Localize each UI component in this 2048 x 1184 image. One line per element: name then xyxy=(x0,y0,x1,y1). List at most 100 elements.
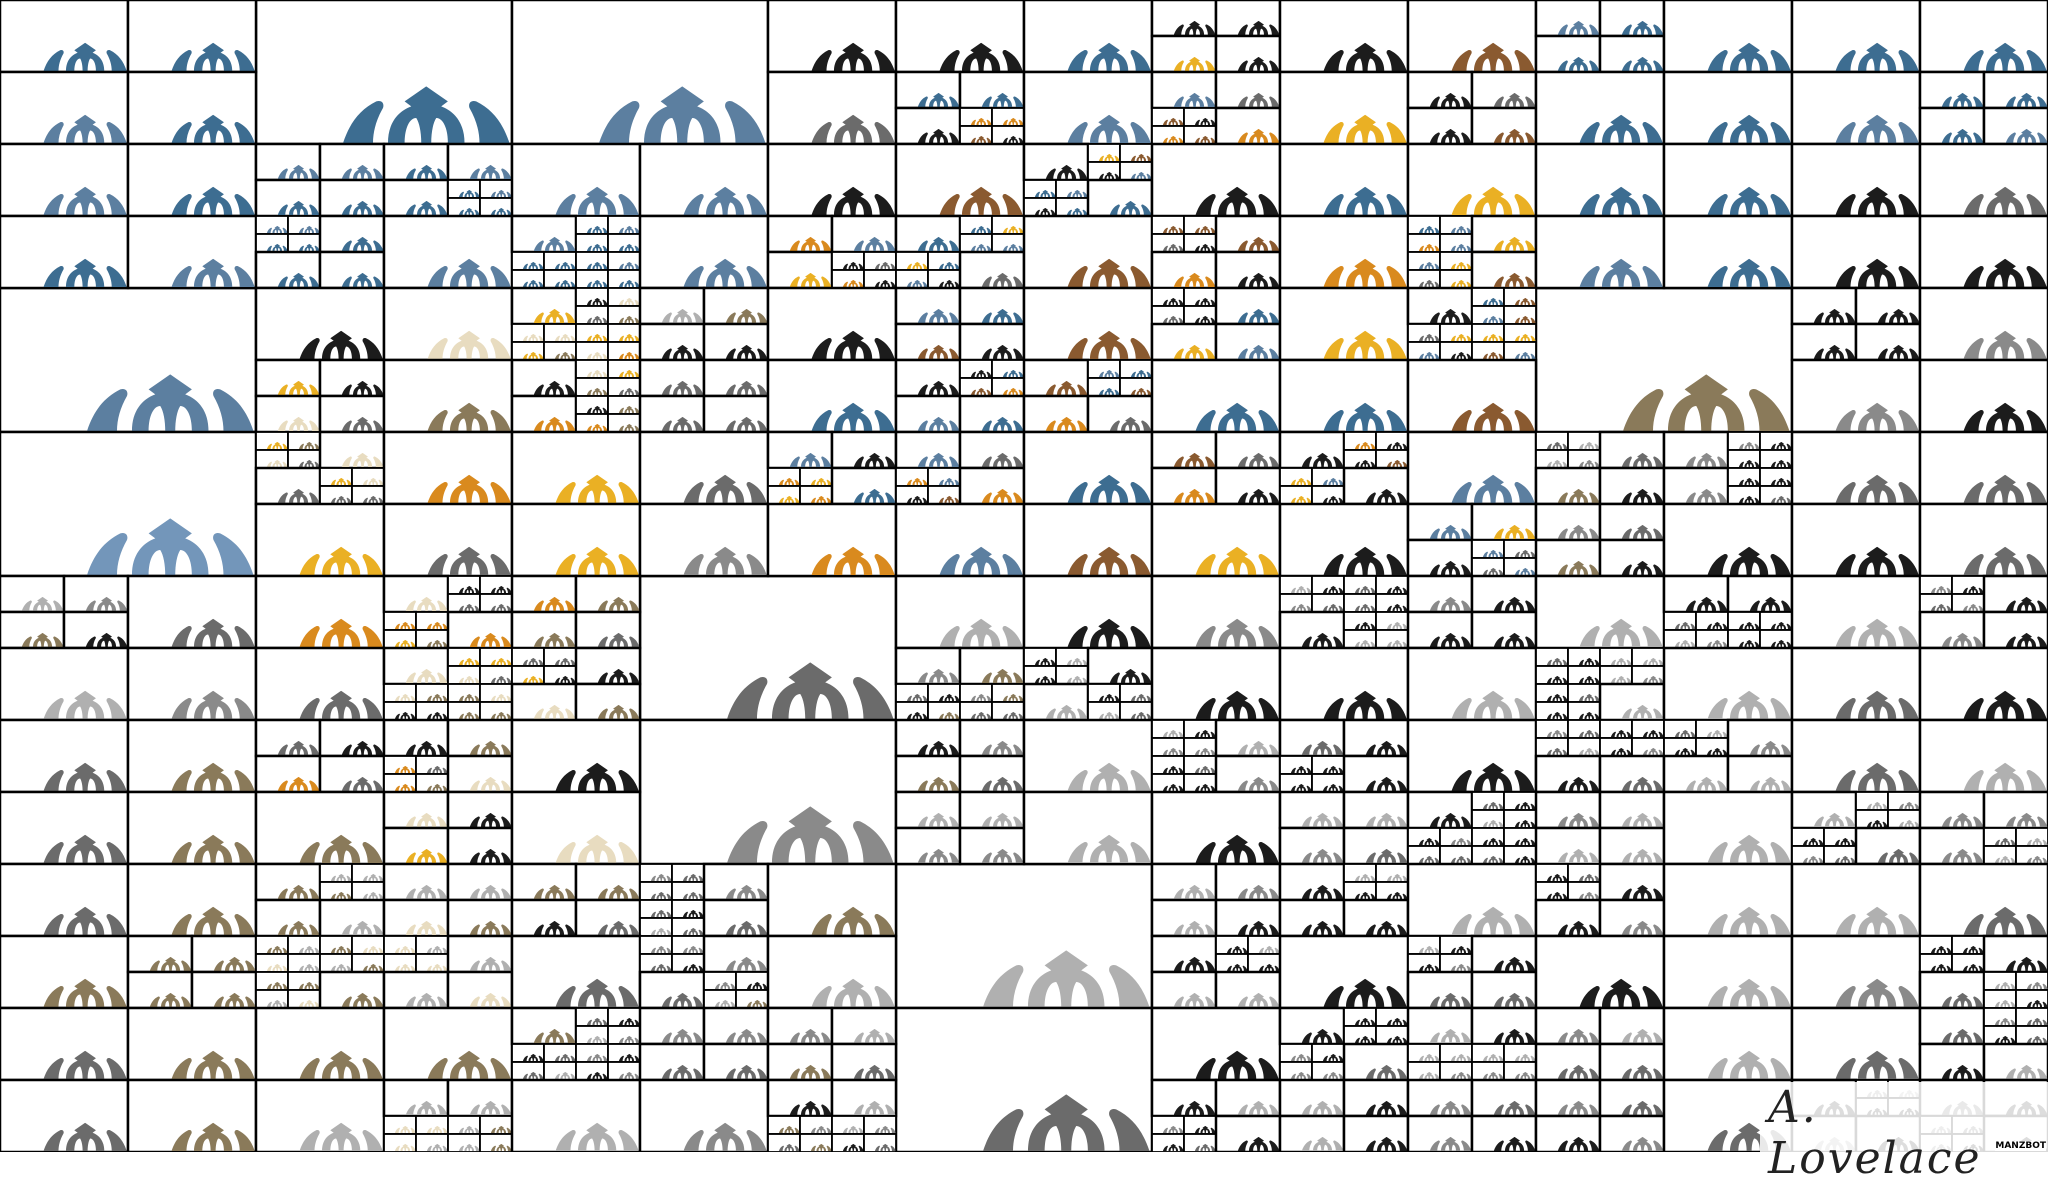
grid-cell xyxy=(1088,162,1120,180)
grid-cell xyxy=(1376,1008,1408,1026)
grid-cell xyxy=(1920,0,2048,72)
grid-cell xyxy=(1280,648,1408,720)
grid-cell xyxy=(1920,72,1984,108)
grid-cell xyxy=(128,720,256,792)
grid-cell xyxy=(320,432,384,468)
grid-cell xyxy=(1472,1062,1504,1080)
grid-cell xyxy=(1152,468,1216,504)
grid-cell xyxy=(992,126,1024,144)
grid-cell xyxy=(512,342,544,360)
grid-cell xyxy=(1792,0,1920,72)
grid-cell xyxy=(640,972,704,1008)
grid-cell xyxy=(416,1116,448,1134)
grid-cell xyxy=(1856,288,1920,324)
grid-cell xyxy=(1152,432,1216,468)
grid-cell xyxy=(416,936,448,954)
grid-cell xyxy=(1280,864,1344,900)
grid-cell xyxy=(896,576,1024,648)
grid-cell xyxy=(320,720,384,756)
grid-cell xyxy=(1216,900,1280,936)
grid-cell xyxy=(288,972,320,990)
grid-cell xyxy=(448,720,512,756)
grid-cell xyxy=(864,1134,896,1152)
grid-cell xyxy=(1280,1062,1312,1080)
grid-cell xyxy=(1920,360,2048,432)
grid-cell xyxy=(768,504,896,576)
grid-cell xyxy=(1472,1044,1504,1062)
grid-cell xyxy=(896,756,960,792)
grid-cell xyxy=(1536,504,1600,540)
grid-cell xyxy=(0,72,128,144)
grid-cell xyxy=(1280,360,1408,432)
grid-cell xyxy=(1376,576,1408,594)
artist-signature: A. Lovelace xyxy=(1760,1082,2048,1184)
grid-cell xyxy=(512,396,576,432)
grid-cell xyxy=(256,396,320,432)
grid-cell xyxy=(1664,648,1792,720)
grid-cell xyxy=(608,324,640,342)
grid-cell xyxy=(864,1116,896,1134)
grid-cell xyxy=(256,234,288,252)
grid-cell xyxy=(512,900,576,936)
grid-cell xyxy=(0,720,128,792)
grid-cell xyxy=(1920,954,1952,972)
grid-cell xyxy=(544,666,576,684)
grid-cell xyxy=(512,1008,576,1044)
grid-cell xyxy=(1120,702,1152,720)
grid-cell xyxy=(768,936,896,1008)
grid-cell xyxy=(960,252,1024,288)
grid-cell xyxy=(384,360,512,432)
grid-cell xyxy=(1664,630,1696,648)
grid-cell xyxy=(928,702,960,720)
grid-cell xyxy=(1280,756,1312,774)
grid-cell xyxy=(1184,720,1216,738)
grid-cell xyxy=(672,918,704,936)
grid-cell xyxy=(1920,594,1952,612)
grid-cell xyxy=(0,864,128,936)
grid-cell xyxy=(832,270,864,288)
grid-cell xyxy=(416,612,448,630)
grid-cell xyxy=(480,666,512,684)
grid-cell xyxy=(480,576,512,594)
grid-cell xyxy=(384,702,416,720)
grid-cell xyxy=(1600,1008,1664,1044)
grid-cell xyxy=(320,360,384,396)
grid-cell xyxy=(0,432,256,576)
grid-cell xyxy=(1152,936,1216,972)
grid-cell xyxy=(1184,738,1216,756)
grid-cell xyxy=(896,468,928,486)
grid-cell xyxy=(1664,468,1728,504)
grid-cell xyxy=(1440,1062,1472,1080)
grid-cell xyxy=(1024,576,1152,648)
grid-cell xyxy=(896,864,1152,1008)
grid-cell xyxy=(320,144,384,180)
grid-cell xyxy=(1280,432,1344,468)
grid-cell xyxy=(1056,666,1088,684)
grid-cell xyxy=(576,1026,608,1044)
grid-cell xyxy=(1984,72,2048,108)
grid-cell xyxy=(1344,864,1376,882)
grid-cell xyxy=(1472,306,1504,324)
grid-cell xyxy=(1280,288,1408,360)
grid-cell xyxy=(1760,486,1792,504)
grid-cell xyxy=(1440,936,1472,954)
grid-cell xyxy=(256,180,320,216)
grid-cell xyxy=(1408,288,1472,324)
grid-cell xyxy=(1920,648,2048,720)
grid-cell xyxy=(1152,576,1280,648)
grid-cell xyxy=(192,936,256,972)
grid-cell xyxy=(1568,684,1600,702)
grid-cell xyxy=(1536,900,1600,936)
grid-cell xyxy=(640,576,896,720)
grid-cell xyxy=(960,648,1024,684)
grid-cell xyxy=(576,378,608,396)
grid-cell xyxy=(1632,720,1664,738)
grid-cell xyxy=(1408,1116,1472,1152)
grid-cell xyxy=(1856,792,1888,810)
grid-cell xyxy=(768,1080,832,1116)
grid-cell xyxy=(256,288,384,360)
grid-cell xyxy=(288,954,320,972)
grid-cell xyxy=(512,720,640,792)
grid-cell xyxy=(1280,144,1408,216)
grid-cell xyxy=(288,450,320,468)
